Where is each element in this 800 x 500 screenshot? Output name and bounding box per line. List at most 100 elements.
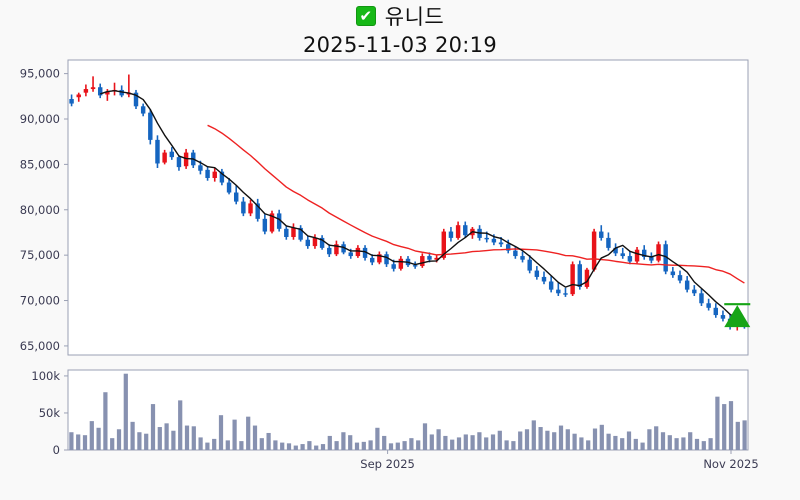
volume-bar <box>232 419 237 450</box>
volume-bar <box>144 433 149 450</box>
buy-signal-marker <box>724 303 751 328</box>
candle-body <box>670 271 676 276</box>
candle-body <box>83 89 89 93</box>
volume-bar <box>375 427 380 450</box>
candle-body <box>441 231 447 258</box>
candle-body <box>548 281 554 290</box>
candle-body <box>599 231 604 238</box>
candle-body <box>699 293 704 304</box>
volume-bar <box>592 428 598 450</box>
volume-bar <box>286 443 292 450</box>
candle-body <box>198 165 203 171</box>
volume-bar <box>422 423 428 450</box>
ticker-name: 유니드 <box>384 5 445 29</box>
price-axis-ticks: 65,000 70,000 75,000 80,000 85,000 90,000 95,0… <box>20 67 68 353</box>
volume-bar <box>538 427 543 450</box>
candle-body <box>634 249 640 262</box>
candle-body <box>656 244 661 261</box>
candle-body <box>183 152 189 167</box>
candle-body <box>584 269 590 287</box>
x-axis-ticks: Sep 2025 Nov 2025 <box>360 450 759 471</box>
volume-bar <box>654 426 659 450</box>
volume-bar <box>728 401 734 450</box>
candle-body <box>541 276 547 282</box>
candle-body <box>713 307 719 316</box>
candle-body <box>620 253 625 257</box>
volume-bar <box>545 430 550 450</box>
candle-body <box>90 87 96 90</box>
volume-bar <box>552 432 557 450</box>
price-tick-label: 80,000 <box>20 203 60 217</box>
candle-body <box>298 227 303 240</box>
volume-bar <box>171 430 176 450</box>
volume-bar <box>735 421 740 450</box>
volume-bar <box>334 441 339 450</box>
ma-long-line <box>207 124 745 284</box>
volume-bar <box>218 415 224 450</box>
volume-axis-ticks: 0 50k 100k <box>31 369 68 457</box>
check-mark-icon: ✔ <box>355 6 376 26</box>
volume-bar <box>395 442 400 450</box>
candle-body <box>305 239 311 247</box>
volume-bar <box>511 441 516 450</box>
volume-bar <box>252 425 258 450</box>
volume-bar <box>69 432 74 450</box>
volume-bar <box>558 425 564 450</box>
volume-bar <box>103 392 108 450</box>
price-tick-label: 75,000 <box>20 248 60 262</box>
candle-body <box>720 315 726 319</box>
candle-body <box>312 237 318 247</box>
candle-body <box>319 237 325 248</box>
volume-bar <box>388 443 394 450</box>
volume-bar <box>688 432 693 450</box>
candle-body <box>362 247 368 258</box>
volume-bar <box>164 423 169 450</box>
candle-body <box>155 139 160 164</box>
candle-body <box>369 257 375 263</box>
volume-bar <box>620 438 625 450</box>
volume-bar <box>504 440 509 450</box>
candle-body <box>105 91 110 95</box>
volume-bar <box>660 432 666 450</box>
volume-bar <box>150 404 156 450</box>
candle-body <box>684 280 690 290</box>
volume-bar <box>694 438 700 450</box>
volume-bar <box>96 427 101 450</box>
candle-body <box>269 213 275 232</box>
candle-body <box>505 244 511 251</box>
volume-bar <box>137 432 142 450</box>
volume-bar <box>647 429 652 450</box>
candle-body <box>348 252 353 257</box>
volume-bar <box>327 435 332 450</box>
volume-tick-label: 50k <box>39 406 61 420</box>
volume-bar <box>443 435 448 450</box>
volume-bar <box>626 431 632 450</box>
candle-body <box>692 289 697 294</box>
candle-body <box>248 203 253 214</box>
volume-bar <box>320 444 326 450</box>
candle-body <box>291 227 296 237</box>
price-tick-label: 90,000 <box>20 112 60 126</box>
volume-bar <box>361 441 366 450</box>
candle-body <box>205 169 210 178</box>
volume-bar <box>259 438 264 450</box>
volume-bar <box>722 404 727 450</box>
candle-body <box>534 270 540 277</box>
candle-body <box>276 213 282 229</box>
volume-bar <box>606 433 611 450</box>
candle-body <box>420 256 425 267</box>
candle-body <box>140 106 146 114</box>
volume-bar <box>293 445 298 450</box>
volume-bar <box>205 442 210 450</box>
chart-header: ✔ 유니드 2025-11-03 20:19 <box>0 0 800 57</box>
candle-body <box>434 257 439 260</box>
candle-body <box>233 192 239 202</box>
candle-body <box>69 99 74 104</box>
volume-bar <box>382 435 387 450</box>
volume-bar <box>225 440 230 450</box>
candle-body <box>513 250 518 257</box>
volume-bar <box>497 430 502 450</box>
candle-body <box>219 171 225 183</box>
volume-bar <box>273 440 278 450</box>
volume-bar <box>212 438 217 450</box>
